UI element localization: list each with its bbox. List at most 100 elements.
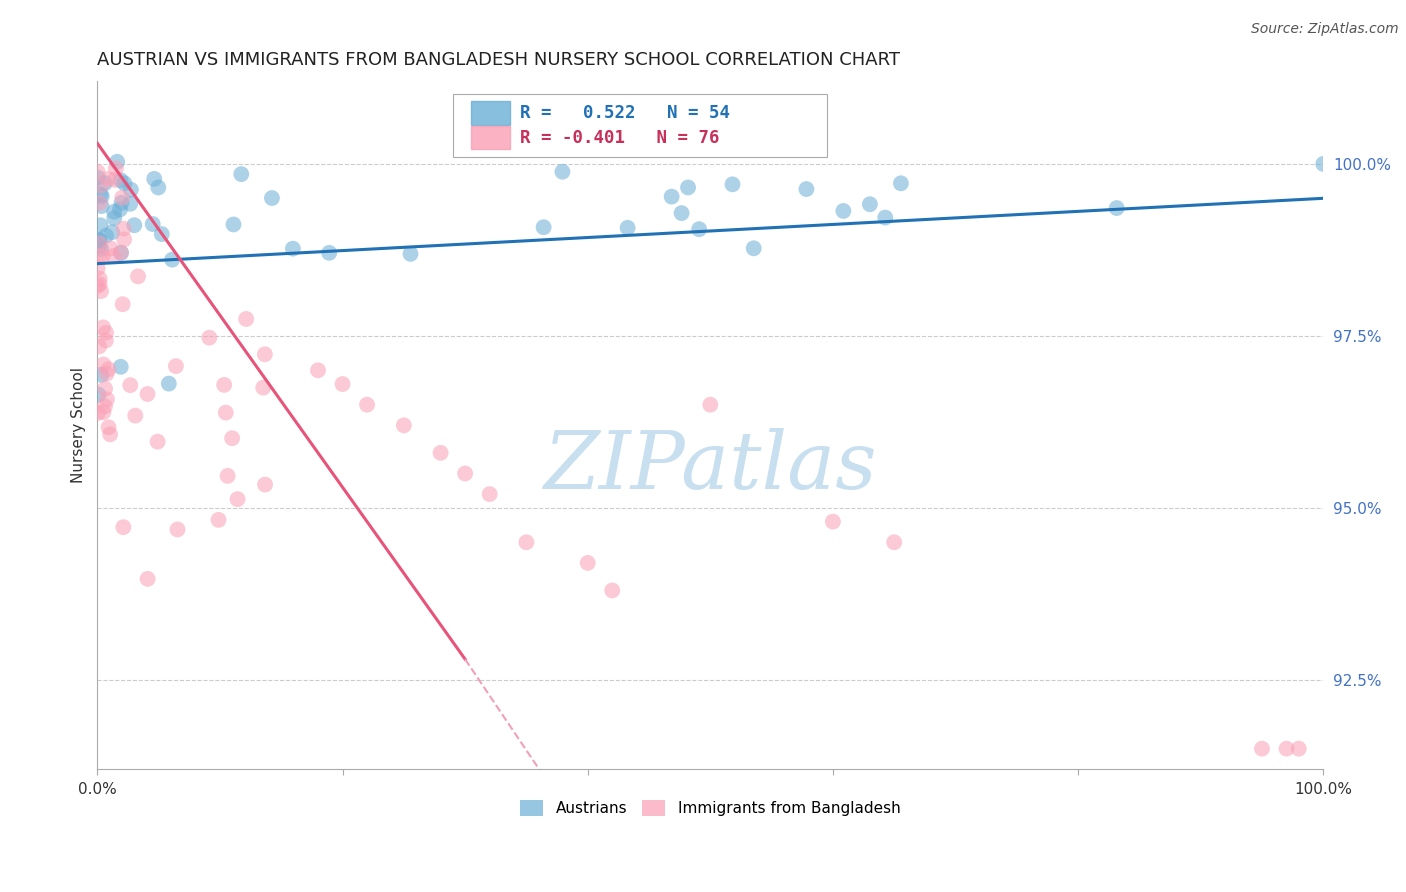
Point bbox=[91, 320, 114, 334]
Point bbox=[165, 359, 187, 373]
Point bbox=[281, 242, 304, 256]
Point bbox=[742, 241, 765, 255]
Point bbox=[120, 196, 142, 211]
Point bbox=[551, 165, 574, 179]
Point bbox=[120, 183, 142, 197]
Point bbox=[110, 245, 132, 260]
Point bbox=[821, 515, 844, 529]
Point bbox=[332, 377, 354, 392]
Point bbox=[676, 180, 699, 194]
Point bbox=[87, 406, 110, 420]
Point bbox=[143, 172, 166, 186]
Point bbox=[104, 161, 127, 176]
Point bbox=[616, 220, 638, 235]
Point bbox=[90, 368, 112, 382]
Point bbox=[97, 172, 120, 186]
Text: AUSTRIAN VS IMMIGRANTS FROM BANGLADESH NURSERY SCHOOL CORRELATION CHART: AUSTRIAN VS IMMIGRANTS FROM BANGLADESH N… bbox=[97, 51, 900, 69]
Point bbox=[111, 191, 134, 205]
Point bbox=[87, 170, 110, 185]
Point bbox=[105, 154, 128, 169]
Point bbox=[231, 167, 253, 181]
Point bbox=[136, 387, 159, 401]
Point bbox=[688, 222, 710, 236]
Point bbox=[576, 556, 599, 570]
Point bbox=[89, 339, 111, 353]
Point bbox=[212, 377, 235, 392]
Point bbox=[127, 269, 149, 284]
Point bbox=[235, 312, 257, 326]
FancyBboxPatch shape bbox=[453, 94, 827, 157]
Point bbox=[148, 180, 170, 194]
Point bbox=[721, 178, 744, 192]
Point bbox=[90, 178, 112, 193]
Point bbox=[454, 467, 477, 481]
Point bbox=[108, 202, 131, 217]
Point bbox=[166, 523, 188, 537]
Point bbox=[307, 363, 329, 377]
Point bbox=[94, 228, 117, 243]
Point bbox=[254, 477, 277, 491]
Point bbox=[86, 165, 108, 179]
Point bbox=[875, 211, 897, 225]
Point bbox=[111, 297, 134, 311]
Point bbox=[160, 252, 183, 267]
Point bbox=[883, 535, 905, 549]
Point bbox=[221, 431, 243, 445]
Point bbox=[215, 406, 238, 420]
Point bbox=[97, 420, 120, 434]
Point bbox=[89, 233, 111, 247]
Point bbox=[94, 326, 117, 340]
Point bbox=[136, 572, 159, 586]
Point bbox=[94, 382, 117, 396]
Point bbox=[150, 227, 173, 241]
Point bbox=[96, 367, 118, 381]
Point bbox=[87, 249, 110, 263]
Text: R =   0.522   N = 54: R = 0.522 N = 54 bbox=[520, 104, 730, 122]
Point bbox=[94, 334, 117, 348]
Point bbox=[260, 191, 283, 205]
Point bbox=[533, 220, 555, 235]
Point bbox=[796, 182, 818, 196]
Point bbox=[429, 446, 451, 460]
Point bbox=[110, 195, 132, 210]
Point bbox=[104, 173, 127, 187]
Point bbox=[86, 261, 108, 276]
Point bbox=[101, 225, 124, 239]
Point bbox=[253, 347, 276, 361]
Point bbox=[217, 468, 239, 483]
Point bbox=[87, 387, 110, 401]
Point bbox=[252, 381, 274, 395]
Text: ZIPatlas: ZIPatlas bbox=[544, 428, 877, 506]
Point bbox=[859, 197, 882, 211]
Point bbox=[100, 241, 122, 255]
Point bbox=[97, 362, 120, 376]
Point bbox=[198, 331, 221, 345]
Point bbox=[86, 279, 108, 293]
Point bbox=[356, 398, 378, 412]
Point bbox=[399, 247, 422, 261]
Point bbox=[91, 249, 114, 263]
Point bbox=[142, 217, 165, 231]
Point bbox=[87, 239, 110, 253]
Point bbox=[112, 176, 135, 190]
Point bbox=[90, 199, 112, 213]
Point bbox=[1312, 157, 1334, 171]
Point bbox=[207, 513, 229, 527]
Text: Source: ZipAtlas.com: Source: ZipAtlas.com bbox=[1251, 22, 1399, 37]
Point bbox=[222, 218, 245, 232]
Point bbox=[1105, 201, 1128, 215]
FancyBboxPatch shape bbox=[471, 102, 510, 125]
Point bbox=[90, 242, 112, 256]
Point bbox=[89, 271, 111, 285]
FancyBboxPatch shape bbox=[471, 126, 510, 150]
Point bbox=[110, 173, 132, 187]
Point bbox=[103, 211, 125, 225]
Point bbox=[699, 398, 721, 412]
Point bbox=[157, 376, 180, 391]
Point bbox=[89, 277, 111, 292]
Y-axis label: Nursery School: Nursery School bbox=[72, 368, 86, 483]
Point bbox=[112, 232, 135, 246]
Point bbox=[124, 409, 146, 423]
Point bbox=[1251, 741, 1274, 756]
Point bbox=[226, 492, 249, 507]
